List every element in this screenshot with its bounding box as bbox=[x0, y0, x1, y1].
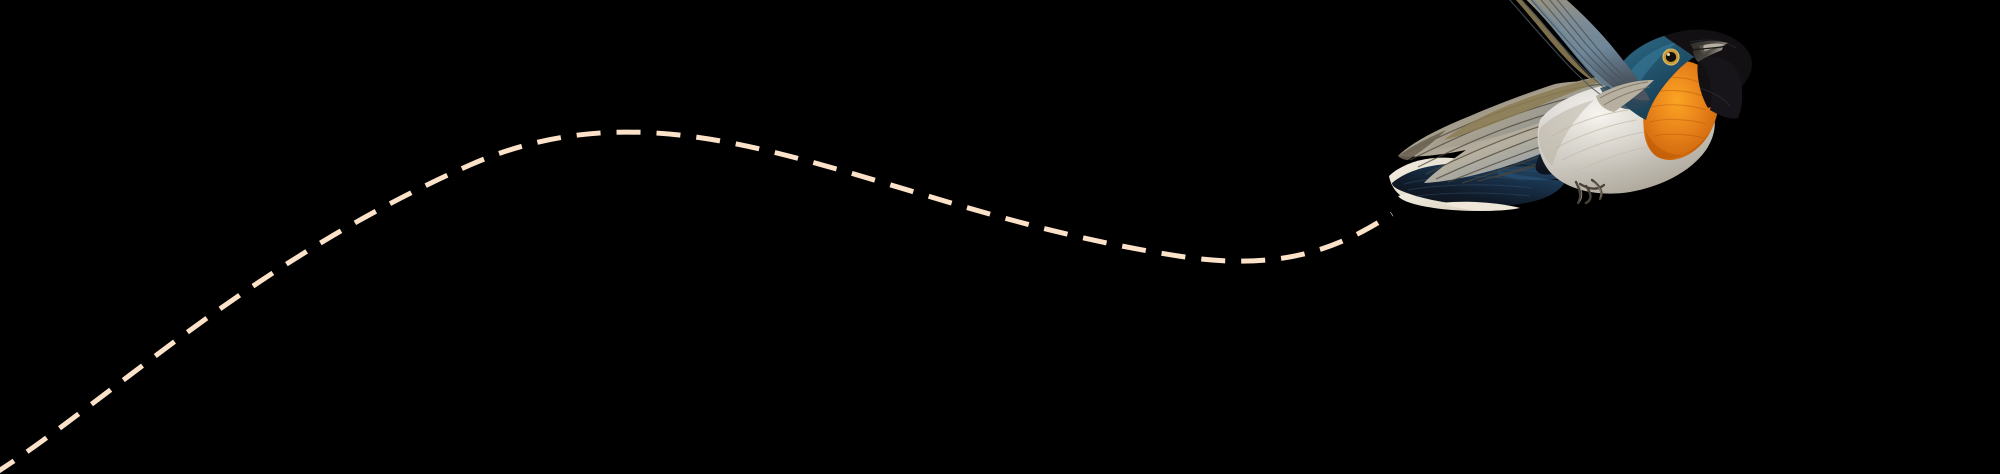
lower-wing-tip bbox=[1398, 130, 1446, 160]
lower-wing-secondaries bbox=[1428, 76, 1622, 150]
lower-wing-leading-edge bbox=[1444, 77, 1606, 140]
covert-band-shape bbox=[1596, 80, 1654, 112]
eye-ring bbox=[1662, 48, 1680, 66]
covert-band-lines bbox=[1599, 81, 1651, 106]
upper-wing-leading-edge bbox=[1515, 0, 1596, 82]
bird-upper-wing bbox=[1509, 0, 1650, 110]
upper-wing-feather-lines bbox=[1509, 0, 1641, 99]
bird-covert-band bbox=[1596, 80, 1654, 112]
upper-wing-inner-vane bbox=[1530, 0, 1628, 98]
tail-tip-white-lower bbox=[1442, 201, 1520, 211]
bird-eye bbox=[1662, 48, 1680, 66]
face-mask-lower bbox=[1698, 56, 1743, 119]
vent-shadow bbox=[1538, 100, 1594, 166]
mask-sheen-lines bbox=[1689, 39, 1737, 107]
beak-gape-line bbox=[1691, 46, 1723, 51]
eye-highlight bbox=[1666, 53, 1671, 56]
bird-claw-highlights bbox=[1577, 181, 1602, 202]
head-crown-sheen bbox=[1630, 42, 1678, 82]
flight-trail-path bbox=[0, 129, 1394, 474]
throat-lower-shade bbox=[1646, 128, 1712, 159]
